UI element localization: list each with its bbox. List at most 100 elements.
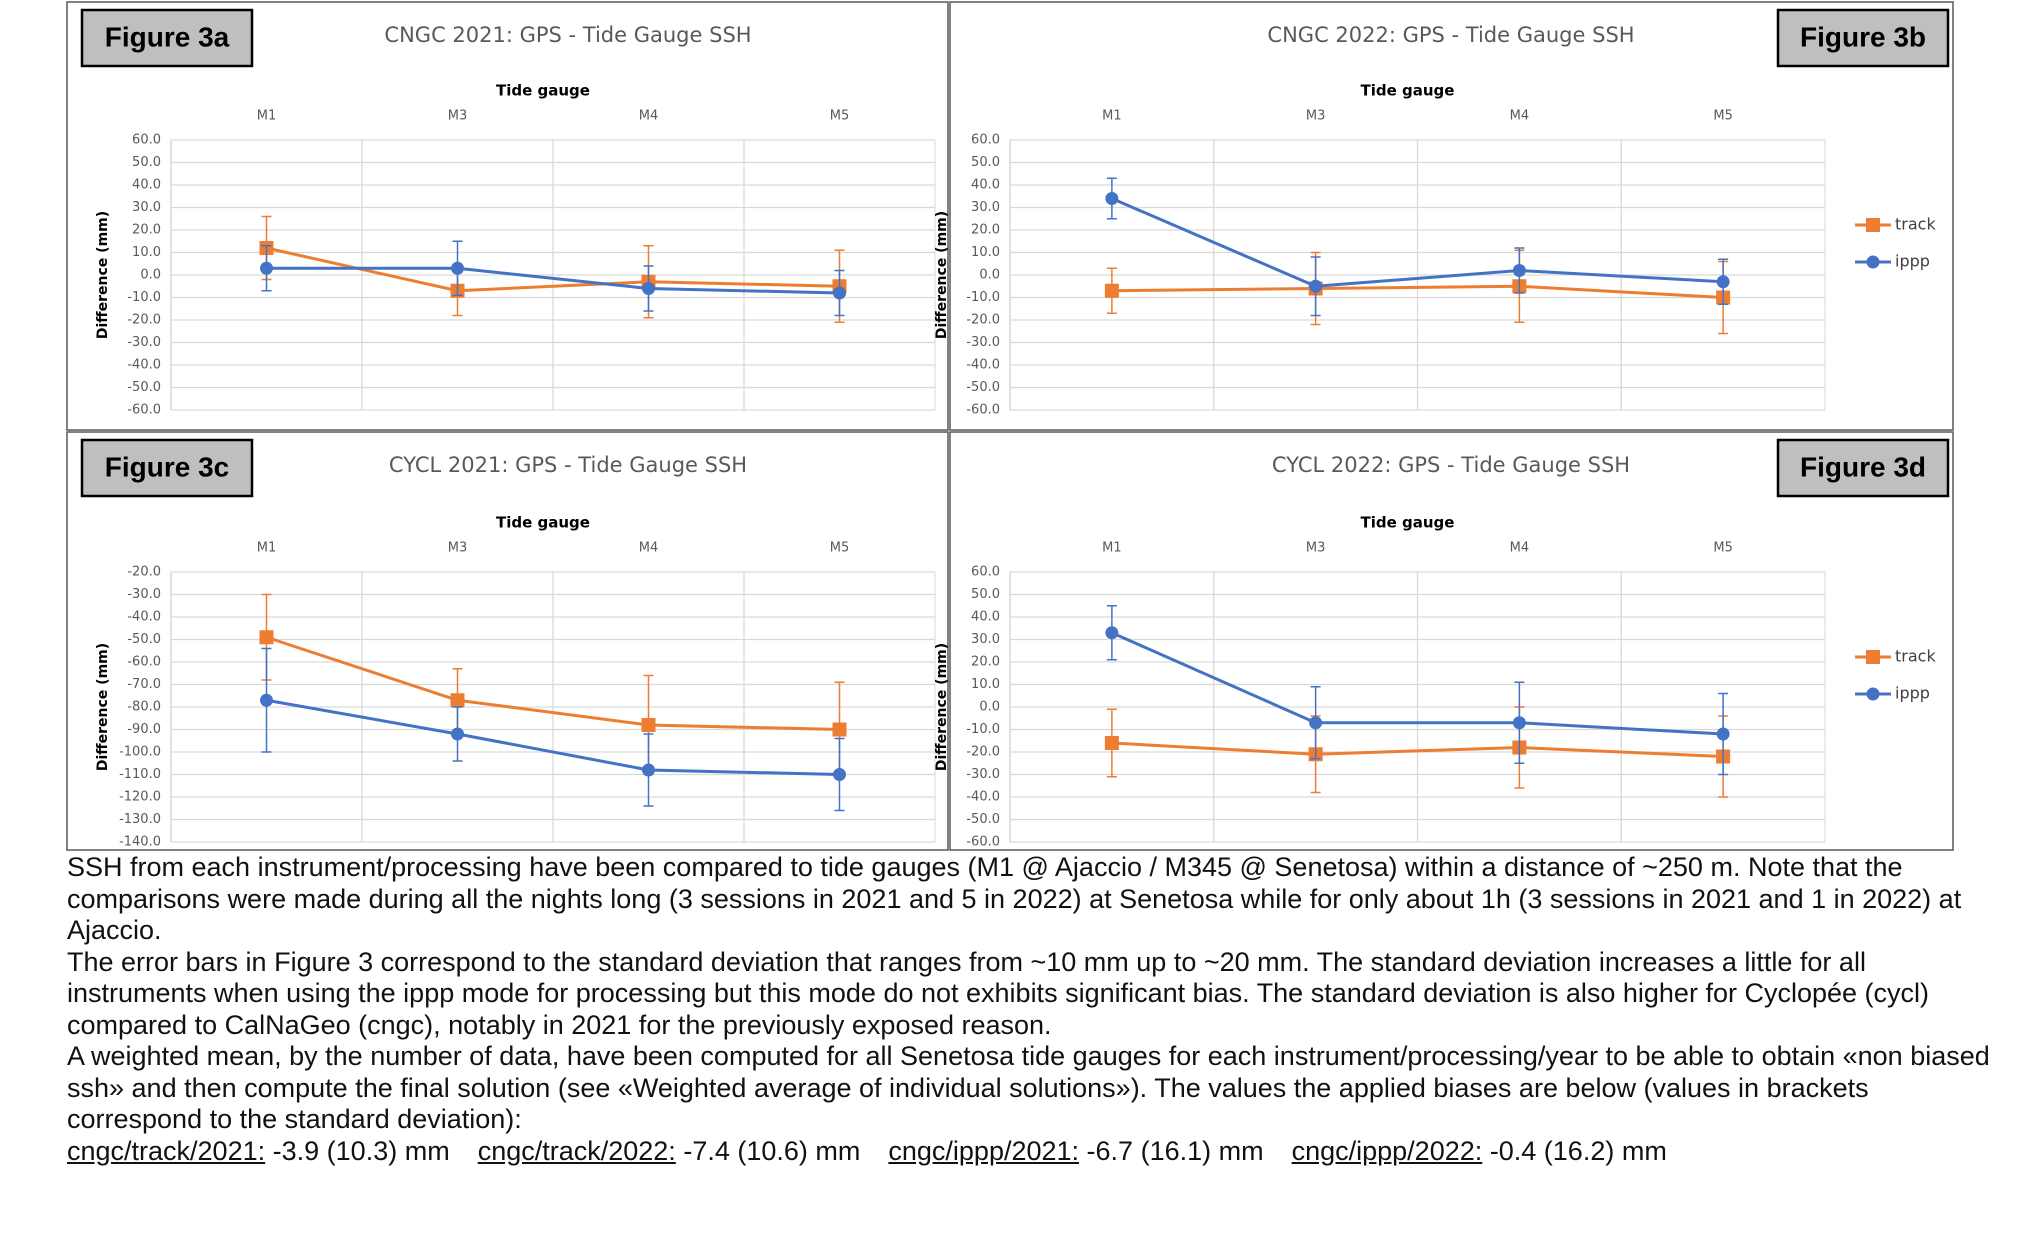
y-tick-label: -40.0 [966,790,1000,805]
marker [1513,716,1526,729]
marker [1867,256,1880,269]
marker [833,723,847,737]
y-tick-label: -60.0 [127,655,161,670]
marker [1105,284,1119,298]
marker [833,287,846,300]
y-tick-label: -20.0 [966,745,1000,760]
y-tick-label: 10.0 [971,245,1000,260]
legend-label: ippp [1895,252,1930,271]
x-axis-title: Tide gauge [1361,514,1455,532]
y-axis-title: Difference (mm) [95,643,111,771]
marker [1105,626,1118,639]
bias: cngc/ippp/2021: -6.7 (16.1) mm [888,1136,1263,1166]
chart-title: CNGC 2021: GPS - Tide Gauge SSH [384,23,751,47]
y-tick-label: 20.0 [132,223,161,238]
bias-value: -3.9 (10.3) mm [273,1136,450,1166]
bias: cngc/track/2022: -7.4 (10.6) mm [478,1136,861,1166]
y-tick-label: -60.0 [966,403,1000,418]
x-tick-label: M4 [639,541,659,556]
y-tick-label: -110.0 [119,767,161,782]
marker [1866,218,1880,232]
marker [1717,275,1730,288]
y-tick-label: -20.0 [966,313,1000,328]
y-tick-label: 0.0 [979,268,1000,283]
x-tick-label: M4 [1510,109,1530,124]
y-tick-label: -30.0 [127,587,161,602]
legend-label: track [1895,647,1936,666]
y-tick-label: 0.0 [140,268,161,283]
marker [260,262,273,275]
x-tick-label: M3 [448,109,468,124]
x-tick-label: M5 [830,541,850,556]
y-tick-label: -50.0 [966,380,1000,395]
legend-label: ippp [1895,684,1930,703]
y-tick-label: -50.0 [127,380,161,395]
x-tick-label: M3 [1306,109,1326,124]
chart-panel: CYCL 2022: GPS - Tide Gauge SSH Figure 3d… [934,432,1953,850]
y-tick-label: 60.0 [971,565,1000,580]
y-tick-label: -100.0 [119,745,161,760]
marker [260,694,273,707]
chart-panel: CNGC 2022: GPS - Tide Gauge SSH Figure 3b… [934,2,1953,430]
y-tick-label: -30.0 [966,767,1000,782]
y-tick-label: -50.0 [966,812,1000,827]
marker [1105,736,1119,750]
x-axis-title: Tide gauge [496,82,590,100]
y-tick-label: -70.0 [127,677,161,692]
page: CNGC 2021: GPS - Tide Gauge SSH Figure 3a… [0,0,2035,1239]
body-text: SSH from each instrument/processing have… [67,852,1992,1167]
y-tick-label: 30.0 [971,200,1000,215]
y-tick-label: 50.0 [971,587,1000,602]
y-tick-label: 40.0 [971,610,1000,625]
chart-title: CYCL 2021: GPS - Tide Gauge SSH [389,453,747,477]
chart-title: CYCL 2022: GPS - Tide Gauge SSH [1272,453,1630,477]
y-tick-label: -10.0 [966,722,1000,737]
y-tick-label: -30.0 [966,335,1000,350]
bias: cngc/ippp/2022: -0.4 (16.2) mm [1292,1136,1667,1166]
marker [451,693,465,707]
y-tick-label: -60.0 [966,835,1000,850]
y-axis-title: Difference (mm) [934,643,950,771]
y-tick-label: -20.0 [127,313,161,328]
y-tick-label: 60.0 [132,133,161,148]
y-tick-label: 60.0 [971,133,1000,148]
bias-label: cngc/track/2021: [67,1136,265,1166]
marker [642,718,656,732]
legend-label: track [1895,215,1936,234]
bias-value: -6.7 (16.1) mm [1087,1136,1264,1166]
x-tick-label: M1 [1102,109,1122,124]
bias-label: cngc/track/2022: [478,1136,676,1166]
x-tick-label: M5 [830,109,850,124]
y-tick-label: 10.0 [971,677,1000,692]
y-tick-label: -40.0 [127,610,161,625]
y-tick-label: -90.0 [127,722,161,737]
x-axis-title: Tide gauge [496,514,590,532]
x-tick-label: M5 [1713,109,1733,124]
marker [833,768,846,781]
y-tick-label: 40.0 [971,178,1000,193]
x-tick-label: M5 [1713,541,1733,556]
y-tick-label: 50.0 [971,155,1000,170]
y-tick-label: -40.0 [127,358,161,373]
bias-label: cngc/ippp/2021: [888,1136,1079,1166]
y-tick-label: 0.0 [979,700,1000,715]
figure-label: Figure 3d [1800,451,1926,482]
bias-value: -7.4 (10.6) mm [683,1136,860,1166]
y-tick-label: 10.0 [132,245,161,260]
paragraph: The error bars in Figure 3 correspond to… [67,947,1992,1042]
bias-list: cngc/track/2021: -3.9 (10.3) mm cngc/trac… [67,1136,1992,1168]
figure-label: Figure 3a [105,21,230,52]
y-tick-label: 30.0 [971,632,1000,647]
marker [451,728,464,741]
y-axis-title: Difference (mm) [95,211,111,339]
y-tick-label: -30.0 [127,335,161,350]
x-axis-title: Tide gauge [1361,82,1455,100]
figure-label: Figure 3b [1800,21,1926,52]
marker [1866,650,1880,664]
y-tick-label: 40.0 [132,178,161,193]
chart-title: CNGC 2022: GPS - Tide Gauge SSH [1267,23,1634,47]
y-tick-label: 20.0 [971,223,1000,238]
figure-3: CNGC 2021: GPS - Tide Gauge SSH Figure 3a… [0,0,2035,852]
y-tick-label: -20.0 [127,565,161,580]
